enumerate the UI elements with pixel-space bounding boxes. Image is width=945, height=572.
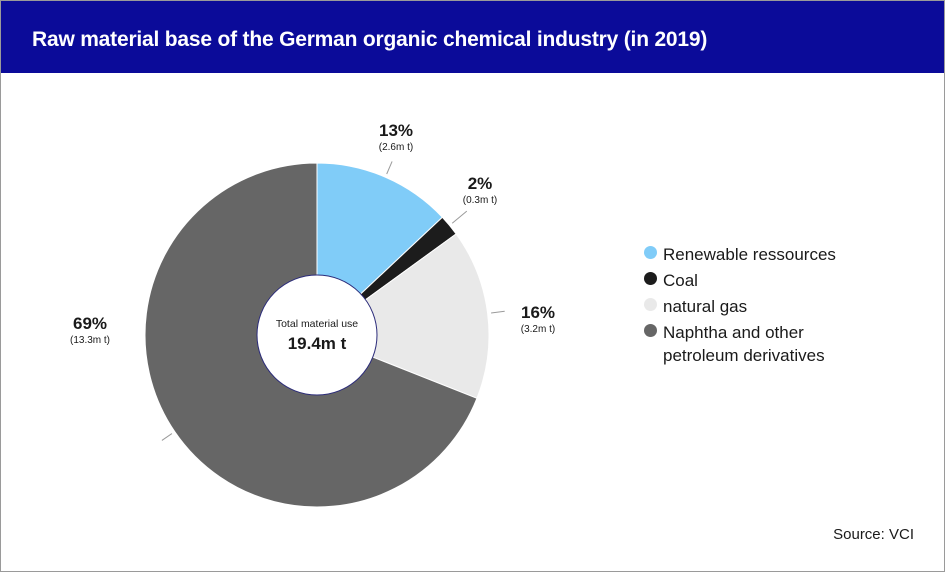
legend-swatch-renewable <box>644 246 657 259</box>
chart-title: Raw material base of the German organic … <box>32 28 708 51</box>
data-label-percent-renewable: 13% <box>379 121 413 140</box>
center-total: 19.4m t <box>288 334 347 353</box>
data-label-value-naphtha: (13.3m t) <box>70 335 110 346</box>
pie-slice-natural-gas <box>315 233 490 399</box>
data-label-value-renewable: (2.6m t) <box>379 142 413 153</box>
leader-line-naphtha <box>161 433 173 441</box>
data-label-value-natural-gas: (3.2m t) <box>521 324 555 335</box>
data-label-percent-coal: 2% <box>468 174 493 193</box>
legend-label-natural-gas: natural gas <box>663 297 748 316</box>
legend-swatch-naphtha <box>644 324 657 337</box>
leader-line-natural-gas <box>491 310 505 314</box>
legend-label-coal: Coal <box>663 271 698 290</box>
center-label: Total material use <box>276 318 358 330</box>
source-note: Source: VCI <box>833 526 914 543</box>
leader-line-renewable <box>386 161 393 175</box>
legend-label-naphtha-line2: petroleum derivatives <box>663 346 825 365</box>
leader-line-coal <box>451 210 468 224</box>
center-hole <box>256 274 378 396</box>
legend-label-renewable: Renewable ressources <box>663 245 836 264</box>
legend-label-naphtha-line1: Naphtha and other <box>663 323 804 342</box>
data-label-value-coal: (0.3m t) <box>463 195 497 206</box>
data-label-percent-naphtha: 69% <box>73 314 107 333</box>
legend-label-naphtha: Naphtha and other petroleum derivatives <box>663 321 825 367</box>
legend-swatch-coal <box>644 272 657 285</box>
data-label-percent-natural-gas: 16% <box>521 303 555 322</box>
legend-swatch-natural-gas <box>644 298 657 311</box>
title-bar: Raw material base of the German organic … <box>1 1 944 73</box>
